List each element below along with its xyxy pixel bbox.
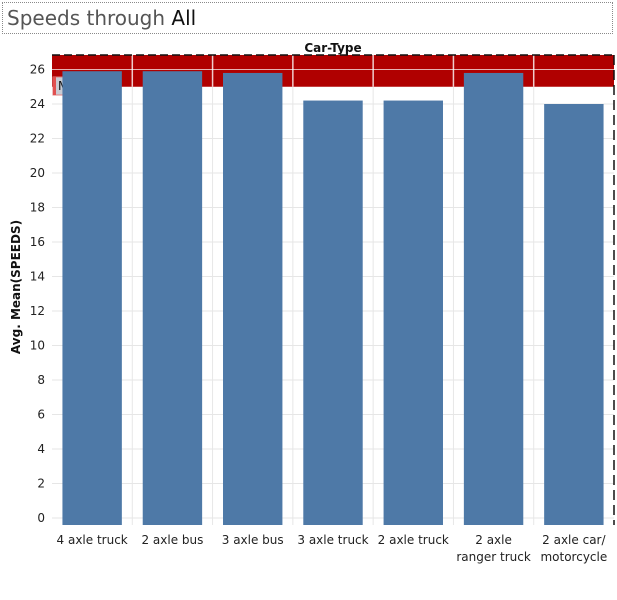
bar-6[interactable] <box>544 104 604 525</box>
maxspeed-band <box>52 55 614 87</box>
bar-5[interactable] <box>463 72 524 525</box>
x-tick-label: 2 axle truck <box>378 533 449 547</box>
y-tick-label: 18 <box>30 201 45 215</box>
y-tick-label: 16 <box>30 235 45 249</box>
bars <box>62 71 604 526</box>
y-tick-label: 6 <box>37 408 45 422</box>
bar-3[interactable] <box>303 100 363 526</box>
x-tick-label: 2 axle <box>475 533 512 547</box>
x-tick-label: ranger truck <box>456 550 530 564</box>
reference-band: MaxSpeed <box>52 55 614 96</box>
x-tick-label: 4 axle truck <box>57 533 128 547</box>
y-tick-label: 8 <box>37 373 45 387</box>
bar-2[interactable] <box>223 72 283 525</box>
y-tick-label: 22 <box>30 132 45 146</box>
bar-4[interactable] <box>383 100 443 526</box>
x-tick-label: 2 axle car/ <box>542 533 606 547</box>
title-box: Speeds through All <box>2 2 613 34</box>
page-title: Speeds through All <box>7 6 196 30</box>
y-tick-label: 26 <box>30 63 45 77</box>
y-tick-label: 14 <box>30 270 45 284</box>
y-tick-label: 20 <box>30 166 45 180</box>
x-axis-ticks: 4 axle truck 2 axle bus 3 axle bus 3 axle t… <box>57 533 608 564</box>
y-tick-label: 4 <box>37 442 45 456</box>
maxspeed-label-marker <box>53 77 56 95</box>
x-tick-label: 2 axle bus <box>141 533 203 547</box>
title-parameter-value[interactable]: All <box>171 6 197 30</box>
column-header: Car-Type <box>304 41 361 55</box>
y-tick-label: 24 <box>30 97 45 111</box>
y-tick-label: 12 <box>30 304 45 318</box>
x-tick-label: 3 axle bus <box>222 533 284 547</box>
bar-0[interactable] <box>62 71 122 525</box>
y-tick-label: 2 <box>37 477 45 491</box>
y-tick-label: 0 <box>37 511 45 525</box>
x-tick-label: motorcycle <box>540 550 607 564</box>
title-prefix: Speeds through <box>7 6 166 30</box>
y-tick-label: 10 <box>30 339 45 353</box>
x-tick-label: 3 axle truck <box>297 533 368 547</box>
bar-1[interactable] <box>142 71 203 525</box>
y-axis-label: Avg. Mean(SPEEDS) <box>9 220 23 354</box>
plot-frame <box>52 54 615 525</box>
